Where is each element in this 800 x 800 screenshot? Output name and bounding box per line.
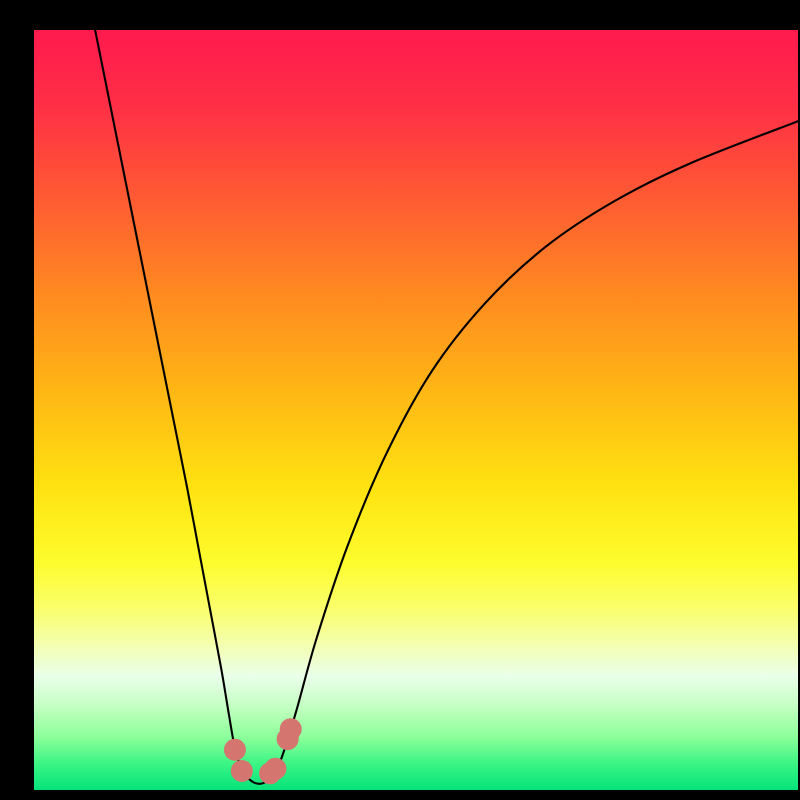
plot-svg	[34, 30, 798, 790]
frame-top	[0, 0, 800, 30]
curve-marker	[231, 760, 253, 782]
plot-area	[34, 30, 798, 790]
frame-left	[0, 0, 34, 800]
curve-marker	[280, 718, 302, 740]
gradient-background	[34, 30, 798, 790]
chart-container: TheBottleneck.com	[0, 0, 800, 800]
frame-bottom	[0, 790, 800, 800]
curve-marker	[224, 739, 246, 761]
curve-marker	[264, 758, 286, 780]
